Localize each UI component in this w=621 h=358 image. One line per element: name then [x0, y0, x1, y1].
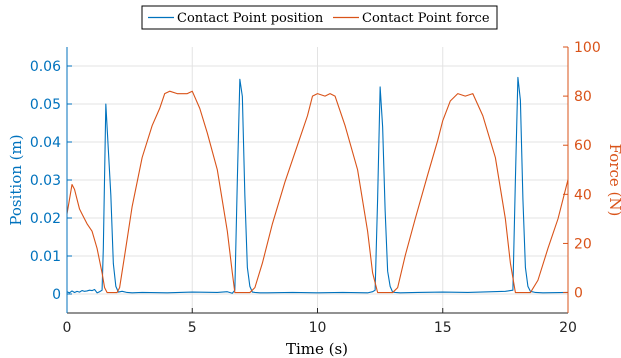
- x-tick-label: 15: [434, 320, 452, 336]
- y-left-tick-label: 0.03: [30, 173, 61, 189]
- y-right-tick-label: 100: [574, 40, 601, 56]
- y-left-tick-label: 0.06: [30, 59, 61, 75]
- y-axis-left-title: Position (m): [7, 134, 25, 225]
- position-series-line: [66, 76, 569, 294]
- x-tick-label: 10: [309, 320, 327, 336]
- legend-box: [141, 5, 498, 30]
- y-right-tick-label: 80: [574, 89, 592, 105]
- legend: Contact Point position Contact Point for…: [141, 5, 498, 30]
- axes: 0 5 10 15 20 0 0.01 0.02 0.03 0.04 0.05 0.06 0 20 40 60…: [30, 40, 601, 336]
- y-right-tick-label: 0: [574, 286, 583, 302]
- y-right-tick-label: 60: [574, 138, 592, 154]
- y-axis-right-title: Force (N): [606, 144, 621, 217]
- y-left-tick-label: 0.05: [30, 97, 61, 113]
- x-axis-title: Time (s): [286, 340, 348, 358]
- y-left-tick-label: 0.01: [30, 249, 61, 265]
- force-series-line: [66, 90, 569, 294]
- x-tick-label: 5: [188, 320, 197, 336]
- y-left-tick-label: 0: [52, 287, 61, 303]
- series-layer: [66, 76, 569, 294]
- legend-label-force: Contact Point force: [362, 11, 490, 26]
- legend-label-position: Contact Point position: [177, 11, 324, 26]
- y-right-tick-label: 40: [574, 187, 592, 203]
- grid: [66, 47, 569, 313]
- y-left-tick-label: 0.02: [30, 211, 61, 227]
- y-left-tick-label: 0.04: [30, 135, 61, 151]
- y-right-tick-label: 20: [574, 236, 592, 252]
- x-tick-label: 0: [63, 320, 72, 336]
- x-tick-label: 20: [559, 320, 577, 336]
